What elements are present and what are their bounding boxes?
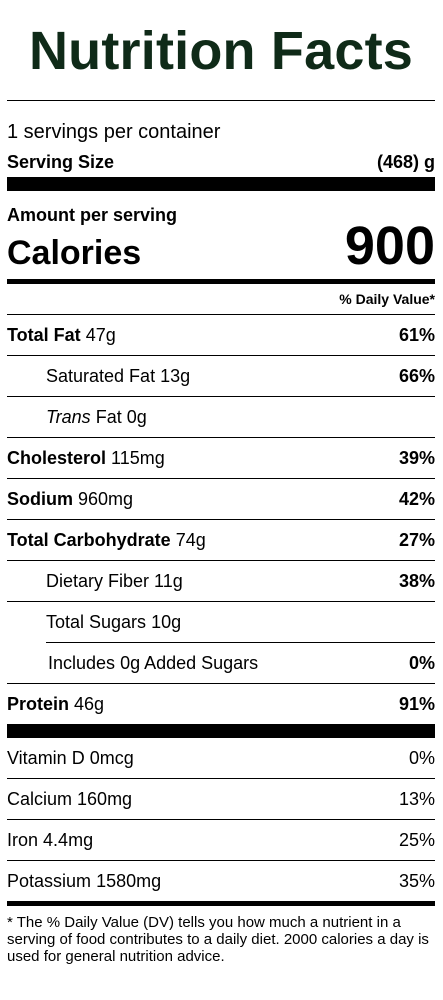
vitamin-row-iron: Iron 4.4mg 25% [7,820,435,860]
nutrient-name: Includes 0g Added Sugars [48,652,259,673]
daily-value-header: % Daily Value* [339,291,435,307]
vitamin-dv: 13% [398,788,435,809]
divider [7,819,435,820]
nutrient-row-added-sugars: Includes 0g Added Sugars 0% [7,643,435,683]
divider [7,860,435,861]
heavy-divider [7,279,435,284]
nutrient-dv: 27% [398,529,435,550]
nutrient-dv: 0% [408,652,435,673]
nutrient-dv: 39% [398,447,435,468]
vitamin-row-calcium: Calcium 160mg 13% [7,779,435,819]
vitamin-row-vitamin-d: Vitamin D 0mcg 0% [7,738,435,778]
nutrient-dv: 61% [398,324,435,345]
calories-value: 900 [344,216,435,276]
serving-size-row: Serving Size (468) g [7,147,435,177]
divider [7,396,435,397]
nutrient-row-protein: Protein 46g 91% [7,684,435,724]
heavy-divider [7,901,435,906]
nutrient-name: Total Fat 47g [7,324,116,345]
nutrient-name: Protein 46g [7,693,105,714]
nutrient-row-cholesterol: Cholesterol 115mg 39% [7,438,435,478]
vitamin-name: Calcium 160mg [7,788,133,809]
nutrient-row-saturated-fat: Saturated Fat 13g 66% [7,356,435,396]
nutrient-row-sodium: Sodium 960mg 42% [7,479,435,519]
nutrient-name: Total Sugars 10g [46,611,182,632]
vitamin-name: Potassium 1580mg [7,870,162,891]
vitamin-dv: 25% [398,829,435,850]
thick-divider [7,724,435,738]
divider [7,437,435,438]
nutrient-name: Trans Fat 0g [46,406,147,427]
calories-label: Calories [7,234,142,272]
vitamin-name: Iron 4.4mg [7,829,94,850]
amount-per-serving: Amount per serving [7,205,178,225]
divider [7,560,435,561]
nutrient-dv: 66% [398,365,435,386]
divider [7,683,435,684]
nutrient-name: Total Carbohydrate 74g [7,529,206,550]
nutrient-row-dietary-fiber: Dietary Fiber 11g 38% [7,561,435,601]
nutrient-name: Saturated Fat 13g [46,365,191,386]
divider [7,778,435,779]
nutrient-row-total-fat: Total Fat 47g 61% [7,315,435,355]
nutrient-dv: 42% [398,488,435,509]
nutrient-row-total-carbohydrate: Total Carbohydrate 74g 27% [7,520,435,560]
thick-divider [7,177,435,191]
vitamin-name: Vitamin D 0mcg [7,747,134,768]
nutrient-row-trans-fat: Trans Fat 0g [7,397,435,437]
label-title: Nutrition Facts [28,21,413,81]
divider [7,478,435,479]
vitamin-row-potassium: Potassium 1580mg 35% [7,861,435,901]
daily-value-footnote: * The % Daily Value (DV) tells you how m… [7,914,429,965]
nutrient-row-total-sugars: Total Sugars 10g [7,602,435,642]
nutrient-name: Dietary Fiber 11g [46,570,183,591]
serving-size-label: Serving Size [7,151,115,172]
nutrient-name: Cholesterol 115mg [7,447,165,468]
nutrient-dv: 91% [398,693,435,714]
divider [7,601,435,602]
vitamin-dv: 0% [408,747,435,768]
servings-per-container: 1 servings per container [7,121,221,143]
vitamin-dv: 35% [398,870,435,891]
divider [7,100,435,101]
divider [46,642,435,643]
serving-size-value: (468) g [376,151,435,172]
divider [7,355,435,356]
nutrient-dv: 38% [398,570,435,591]
divider [7,519,435,520]
divider [7,314,435,315]
calories-row: Calories 900 [7,219,435,279]
nutrient-name: Sodium 960mg [7,488,134,509]
